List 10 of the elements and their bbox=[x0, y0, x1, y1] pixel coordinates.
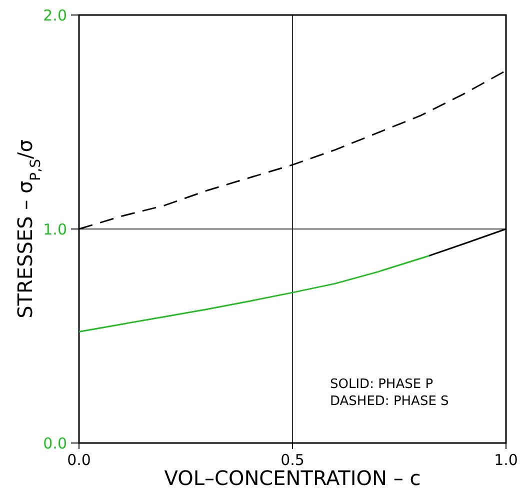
x-tick-label: 0.0 bbox=[67, 451, 91, 469]
x-tick-label: 1.0 bbox=[494, 451, 518, 469]
line-series bbox=[78, 255, 430, 332]
y-tick-label: 0.0 bbox=[43, 434, 67, 452]
annotation: DASHED: PHASE S bbox=[330, 394, 449, 409]
annotation: SOLID: PHASE P bbox=[330, 377, 434, 392]
y-tick-label: 1.0 bbox=[43, 220, 67, 238]
y-tick-label: 2.0 bbox=[43, 6, 67, 24]
x-axis-title: VOL–CONCENTRATION – c bbox=[164, 466, 421, 490]
x-tick-label: 0.5 bbox=[280, 451, 304, 469]
